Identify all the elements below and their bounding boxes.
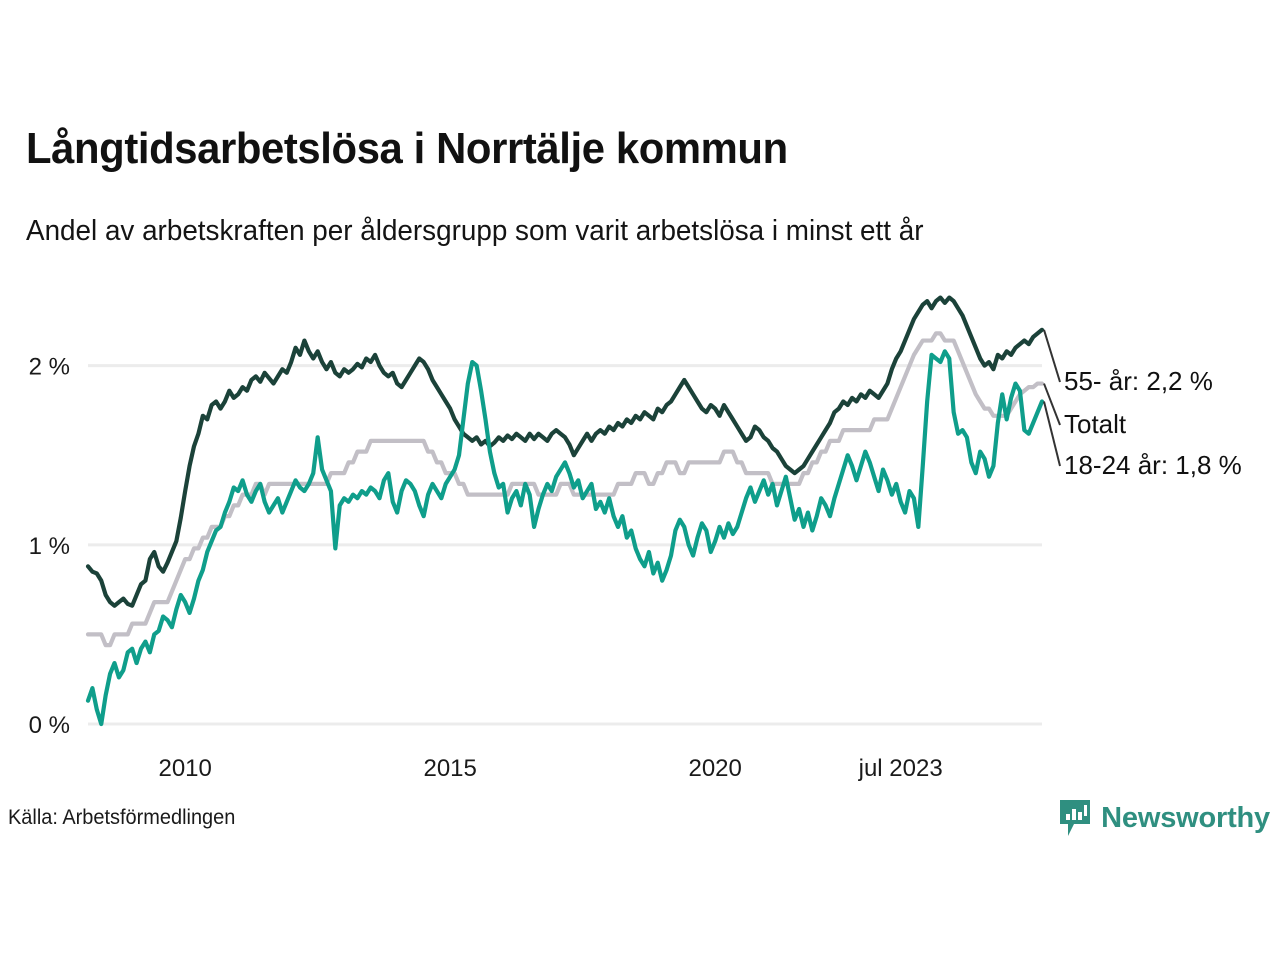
y-axis-tick-label: 2 % [29,354,70,381]
page-subtitle: Andel av arbetskraften per åldersgrupp s… [26,215,924,247]
y-axis-tick-label: 1 % [29,533,70,560]
newsworthy-logo: Newsworthy [1058,798,1270,838]
y-axis-tick-label: 0 % [29,712,70,739]
x-axis-tick-label: jul 2023 [858,755,943,782]
x-axis-tick-label: 2010 [158,755,211,782]
x-axis-tick-label: 2020 [688,755,741,782]
legend-label-55plus: 55- år: 2,2 % [1064,366,1213,396]
logo-wordmark: Newsworthy [1101,801,1270,834]
legend-label-18_24: 18-24 år: 1,8 % [1064,450,1242,480]
series-line-18_24 [85,349,1045,727]
bar-chart-bubble-icon [1058,798,1092,838]
legend-leader-total [1043,383,1061,426]
x-axis-tick-label: 2015 [423,755,476,782]
legend-leader-18_24 [1043,401,1061,467]
series-line-55plus [85,295,1045,608]
legend-label-total: Totalt [1064,409,1127,439]
source-note: Källa: Arbetsförmedlingen [8,806,236,829]
page-title: Långtidsarbetslösa i Norrtälje kommun [26,124,788,173]
legend-leader-55plus [1043,329,1061,383]
